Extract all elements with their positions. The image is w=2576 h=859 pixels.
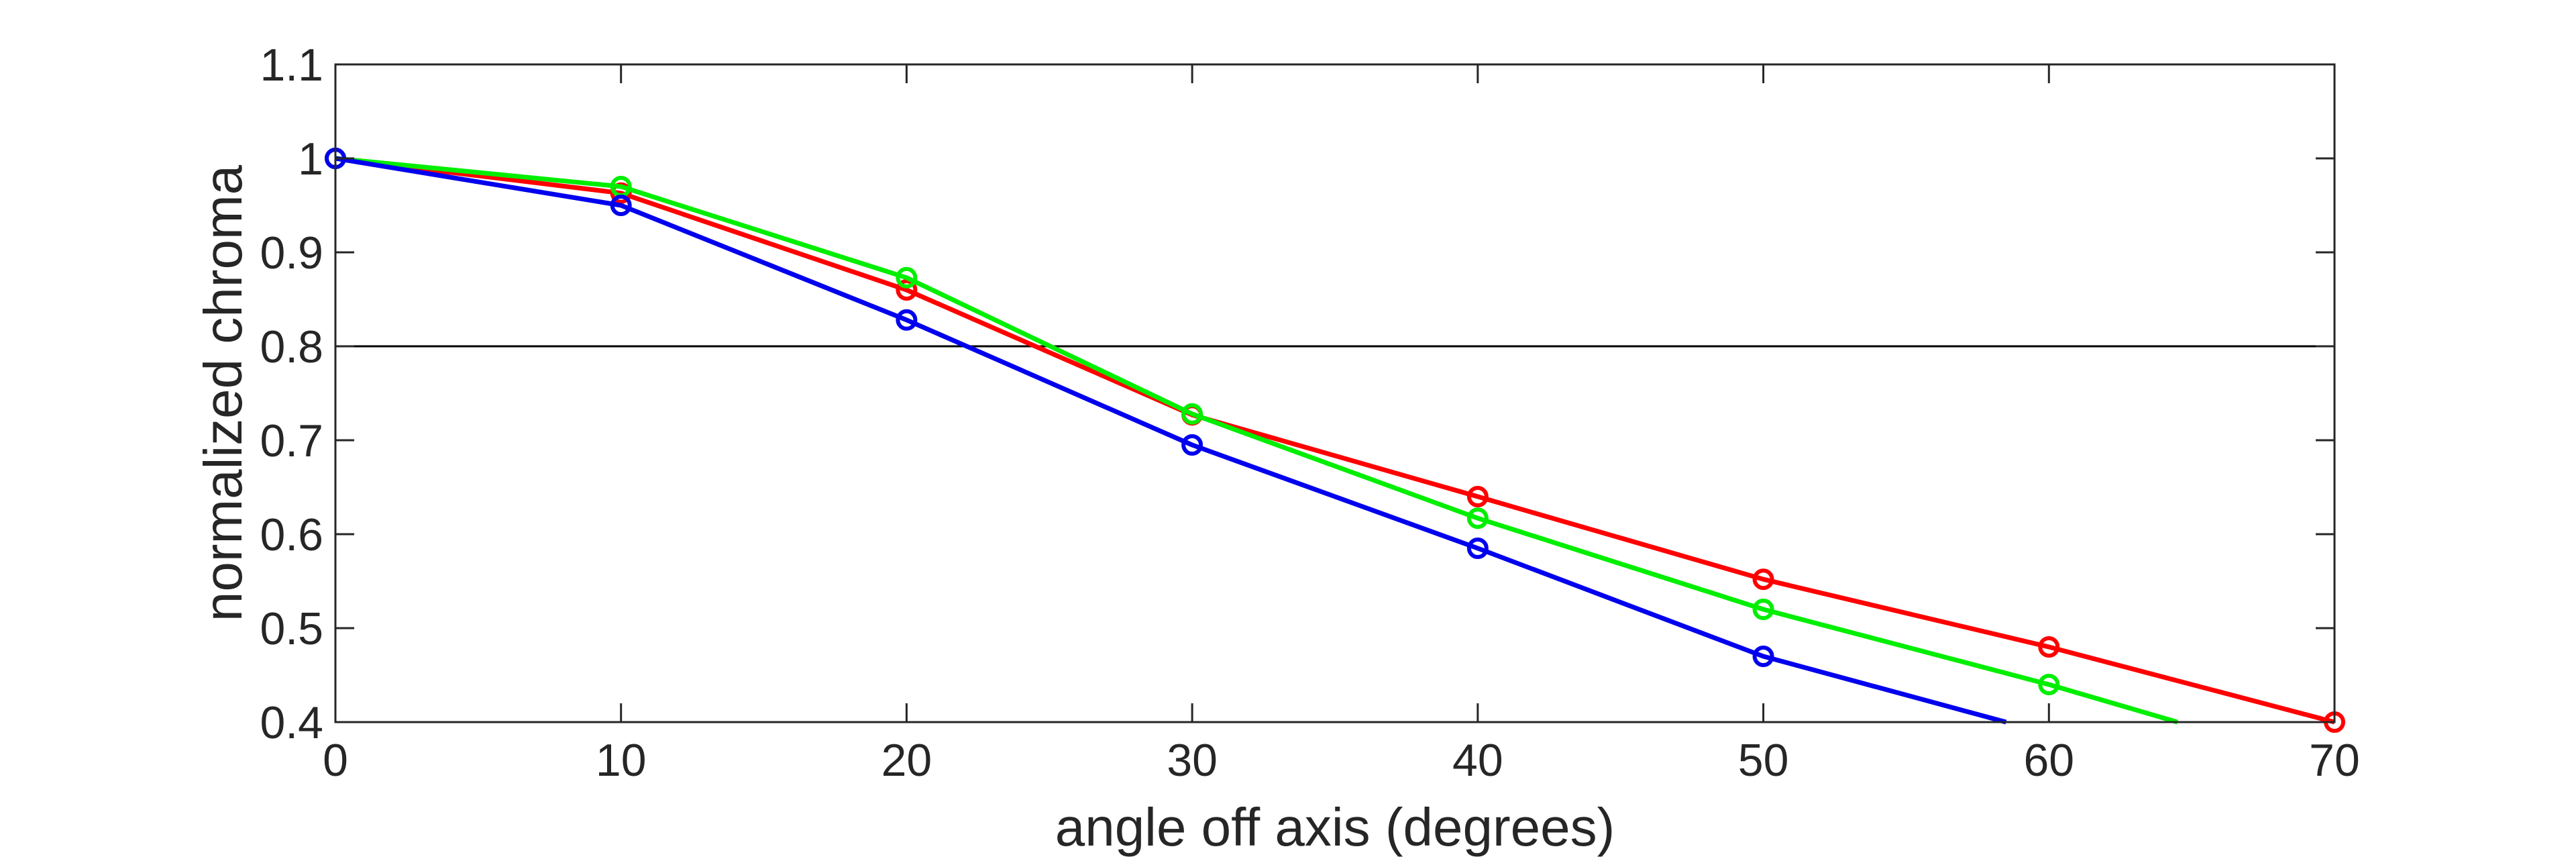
data-point: [1752, 599, 1774, 620]
plot-frame: [334, 63, 2336, 723]
data-point: [896, 309, 918, 331]
data-point: [1466, 538, 1489, 559]
y-tick-labels: 0.4 0.5 0.6 0.7 0.8 0.9 1 1.1: [260, 40, 323, 748]
x-tick-label: 20: [881, 735, 932, 786]
y-axis-title: normalized chroma: [193, 164, 253, 621]
series-0: [325, 148, 2345, 733]
y-tick-label: 1: [298, 134, 323, 185]
x-axis-title: angle off axis (degrees): [1055, 797, 1615, 857]
x-tick-label: 40: [1452, 735, 1503, 786]
x-tick-label: 50: [1738, 735, 1789, 786]
tick-layer: [334, 63, 2336, 723]
x-tick-label: 0: [323, 735, 348, 786]
y-tick-label: 0.7: [260, 415, 323, 466]
x-tick-label: 70: [2309, 735, 2360, 786]
series-line: [335, 156, 2007, 725]
y-tick-label: 1.1: [260, 40, 323, 91]
x-tick-label: 10: [596, 735, 647, 786]
y-tick-label: 0.6: [260, 509, 323, 560]
data-point: [1466, 486, 1489, 507]
plot-area: [335, 64, 2334, 722]
data-point: [2038, 674, 2060, 695]
x-tick-labels: 0 10 20 30 40 50 60 70: [323, 735, 2360, 786]
y-tick-label: 0.5: [260, 603, 323, 654]
data-point: [1181, 403, 1203, 425]
x-tick-label: 60: [2023, 735, 2074, 786]
y-tick-label: 0.8: [260, 321, 323, 372]
x-tick-label: 30: [1167, 735, 1218, 786]
y-tick-label: 0.9: [260, 228, 323, 279]
series-layer: [325, 148, 2345, 733]
data-point: [896, 266, 918, 289]
data-point: [896, 279, 918, 301]
data-point: [1752, 646, 1774, 667]
series-line: [335, 156, 2178, 725]
data-point: [1181, 434, 1203, 456]
data-point: [1466, 507, 1489, 529]
data-point: [1752, 568, 1774, 591]
data-point: [2038, 636, 2060, 658]
y-tick-label: 0.4: [260, 697, 323, 748]
series-line: [335, 156, 2335, 725]
data-point: [610, 195, 632, 216]
